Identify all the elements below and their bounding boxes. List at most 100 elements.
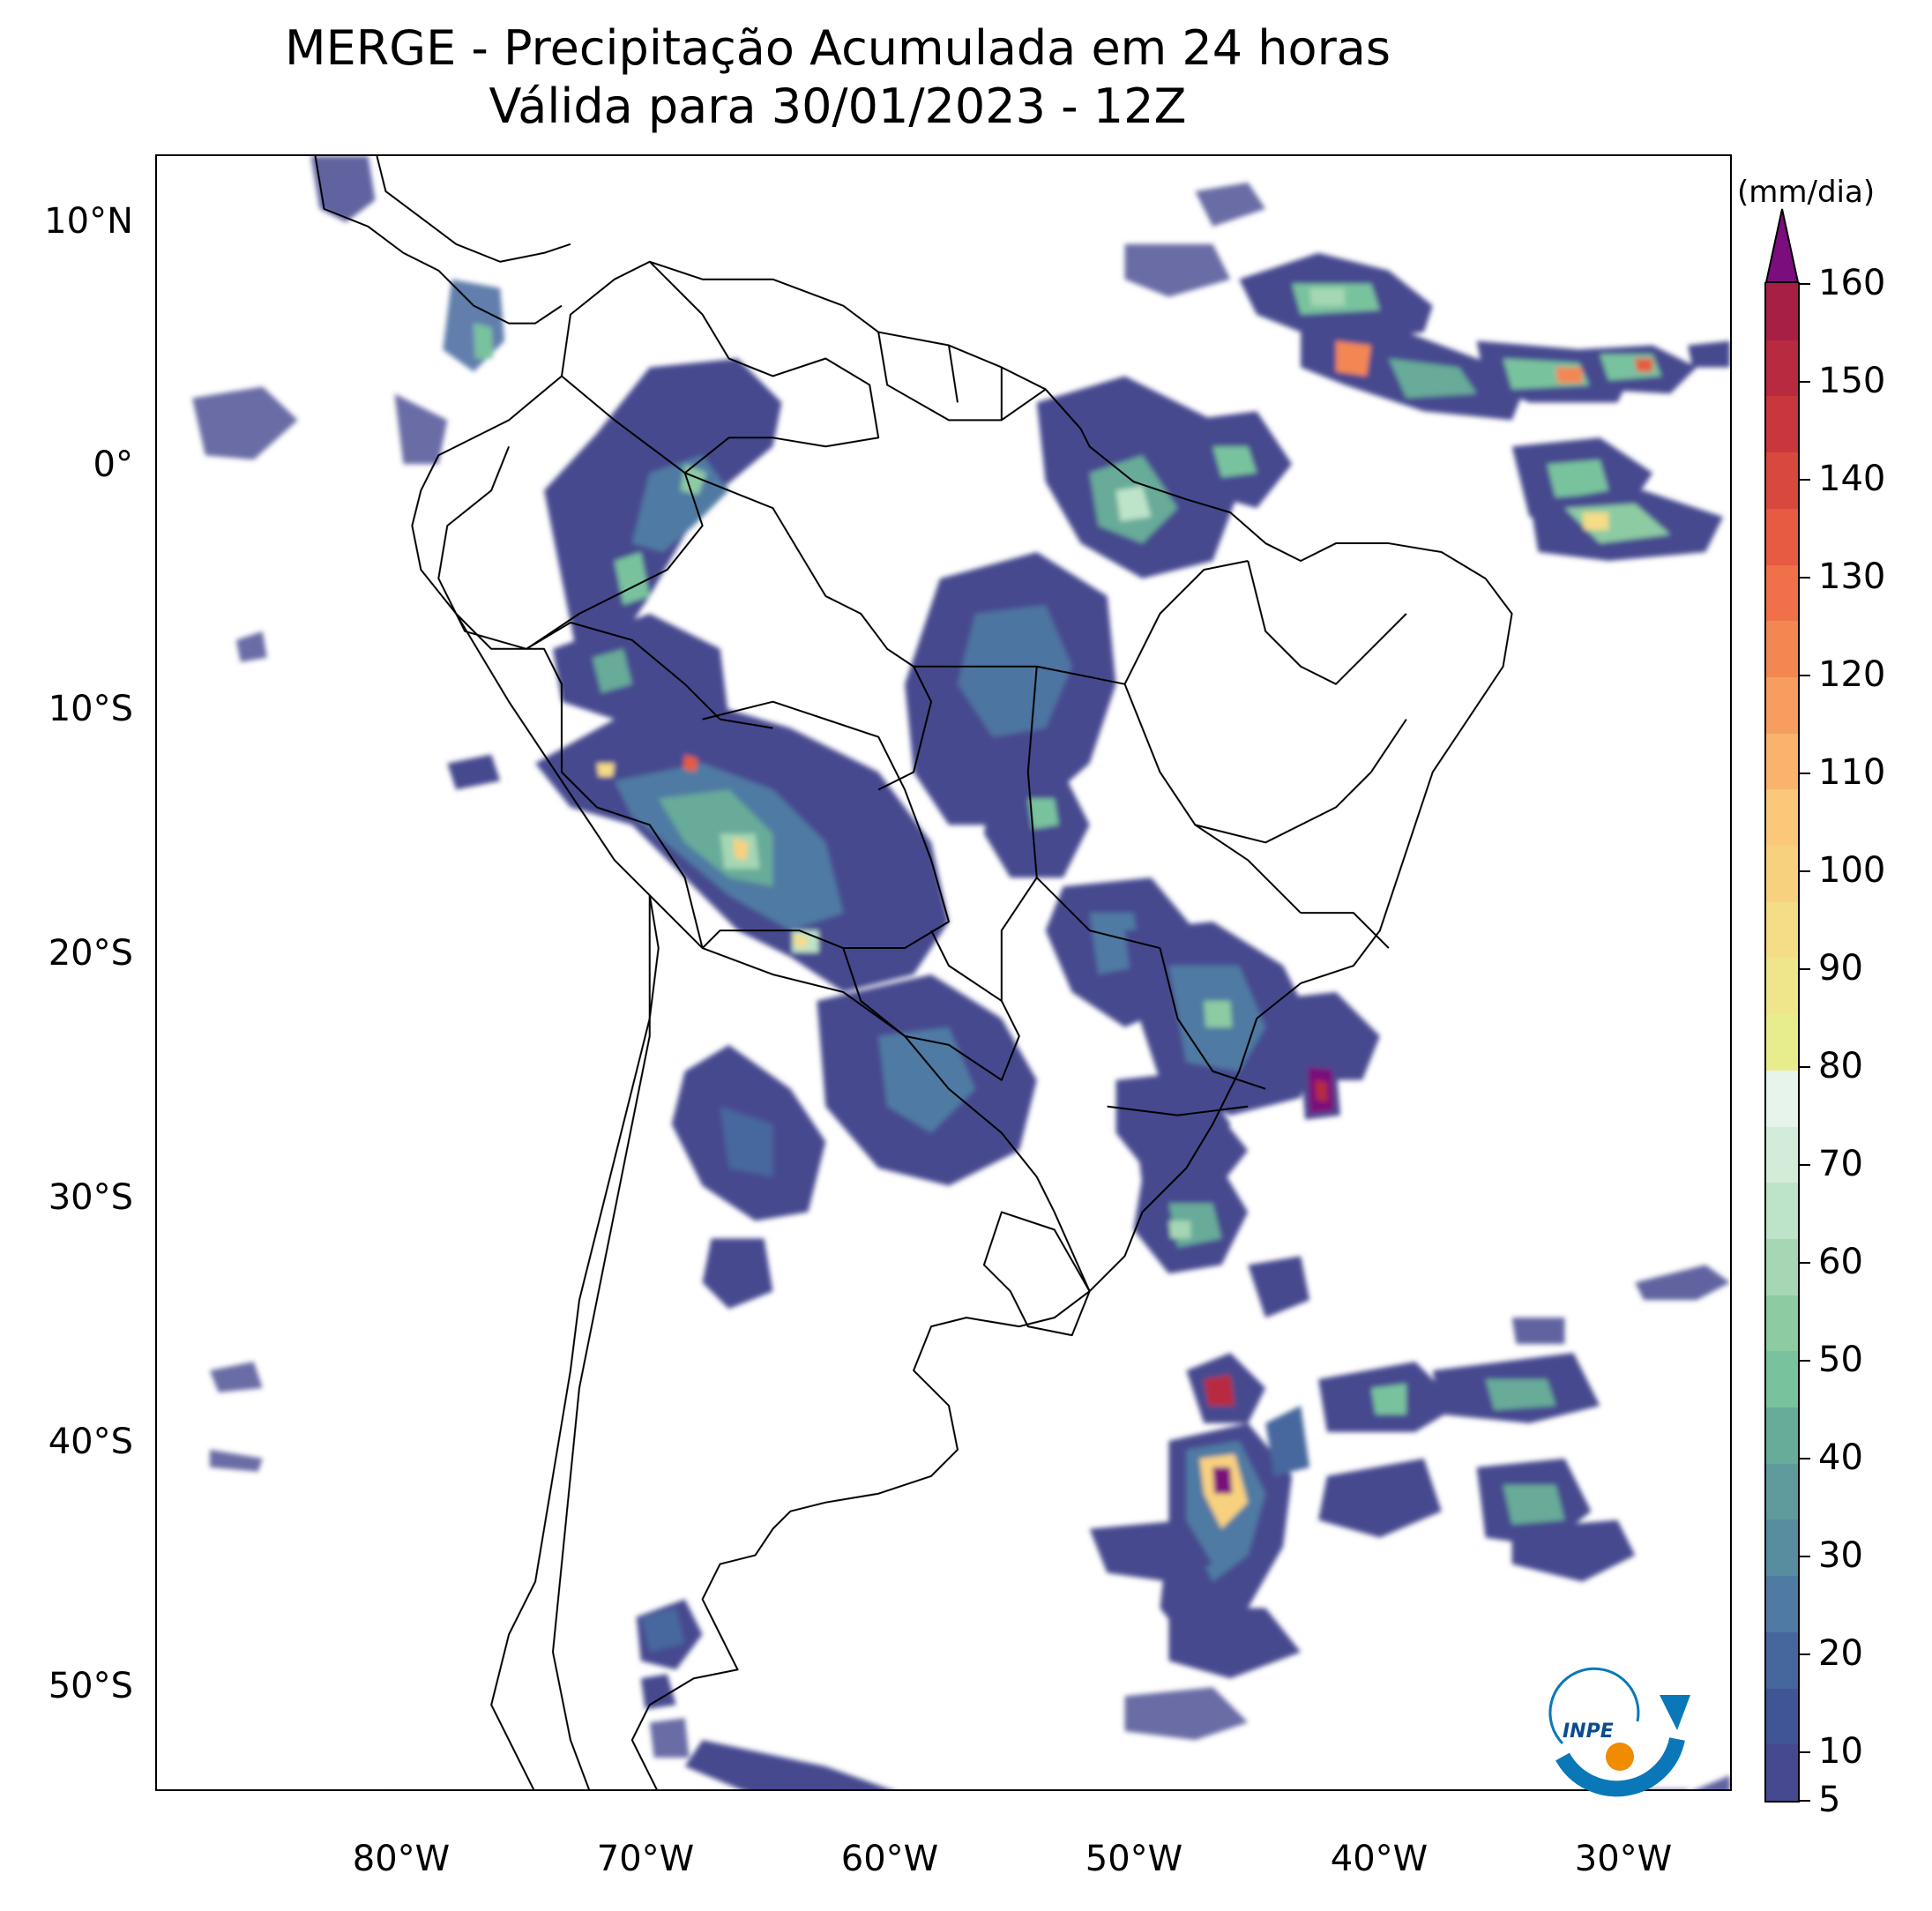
colorbar-tick <box>1800 1457 1810 1459</box>
colorbar-tick-label: 80 <box>1818 1045 1863 1086</box>
colorbar-tick-label: 50 <box>1818 1339 1863 1380</box>
border-guianas <box>877 332 1047 422</box>
colorbar-tick-label: 140 <box>1818 458 1886 499</box>
colorbar-segment <box>1766 508 1798 565</box>
lon-label: 80°W <box>352 1839 451 1879</box>
colorbar-segment <box>1766 1463 1798 1520</box>
colorbar-segment <box>1766 733 1798 790</box>
colorbar-tick <box>1800 1751 1810 1753</box>
colorbar-tick-label: 10 <box>1818 1730 1863 1772</box>
colorbar-segment <box>1766 1013 1798 1071</box>
colorbar-tick <box>1800 283 1810 285</box>
colorbar-tick <box>1800 674 1810 676</box>
brazil-state-borders <box>914 560 1407 1116</box>
colorbar-segment <box>1766 1295 1798 1352</box>
precipitation-map <box>191 156 1730 1789</box>
coastlines-borders <box>314 156 1513 1789</box>
colorbar-segment <box>1766 1350 1798 1408</box>
colorbar-tick <box>1800 1800 1810 1802</box>
colorbar-segment <box>1766 1070 1798 1127</box>
colorbar-segment <box>1766 1125 1798 1183</box>
precipitation-field <box>191 156 1730 1789</box>
colorbar-segment <box>1766 845 1798 902</box>
colorbar-extend-arrow <box>1764 208 1800 283</box>
colorbar-unit: (mm/dia) <box>1737 175 1876 210</box>
colorbar-tick <box>1800 1261 1810 1264</box>
colorbar-tick-label: 20 <box>1818 1632 1863 1674</box>
colorbar-tick <box>1800 870 1810 872</box>
south-america-coastline <box>411 260 1513 1789</box>
lon-label: 60°W <box>840 1839 939 1879</box>
colorbar-tick <box>1800 967 1810 970</box>
lat-label: 50°S <box>48 1666 133 1706</box>
central-america-coastline <box>314 156 563 325</box>
central-america-coastline-north <box>376 156 571 263</box>
lat-label: 30°S <box>48 1177 133 1218</box>
colorbar-tick <box>1800 1359 1810 1362</box>
colorbar-tick-label: 90 <box>1818 947 1863 989</box>
colorbar-tick-label: 130 <box>1818 556 1886 597</box>
border-peru <box>455 613 773 949</box>
lat-label: 40°S <box>48 1422 133 1462</box>
colorbar-tick-label: 160 <box>1818 263 1886 303</box>
lon-label: 30°W <box>1574 1839 1673 1879</box>
inpe-logo-text: INPE <box>1563 1721 1614 1743</box>
lon-label: 70°W <box>596 1839 695 1879</box>
colorbar-segment <box>1766 395 1798 453</box>
border-brazil-west <box>684 472 933 791</box>
border-bolivia <box>701 700 950 950</box>
colorbar-tick <box>1800 380 1810 383</box>
colorbar-segment <box>1766 788 1798 847</box>
colorbar-tick <box>1800 1163 1810 1166</box>
colorbar-tick-label: 30 <box>1818 1534 1863 1576</box>
colorbar-segment <box>1766 1407 1798 1464</box>
lat-label: 10°N <box>44 201 133 242</box>
colorbar-segment <box>1766 1743 1798 1801</box>
lon-label: 50°W <box>1085 1839 1183 1879</box>
colorbar-tick-label: 40 <box>1818 1437 1863 1478</box>
colorbar-tick <box>1800 1555 1810 1557</box>
title-line-2: Válida para 30/01/2023 - 12Z <box>489 78 1187 134</box>
colorbar-segment <box>1766 452 1798 509</box>
border-venezuela <box>649 261 880 474</box>
border-colombia <box>437 375 704 650</box>
colorbar <box>1764 282 1800 1803</box>
border-chile-argentina <box>551 895 651 1789</box>
colorbar-segment <box>1766 1238 1798 1295</box>
colorbar-tick-label: 70 <box>1818 1143 1863 1184</box>
colorbar-tick-label: 120 <box>1818 653 1886 695</box>
colorbar-segment <box>1766 1182 1798 1239</box>
lat-label: 20°S <box>48 933 133 974</box>
border-uruguay <box>982 1211 1091 1337</box>
colorbar-segment <box>1766 283 1798 340</box>
colorbar-tick <box>1800 478 1810 481</box>
colorbar-tick <box>1800 1653 1810 1655</box>
border-argentina-north <box>649 894 1091 1292</box>
border-paraguay <box>842 929 1020 1081</box>
colorbar-tick <box>1800 772 1810 774</box>
colorbar-tick-label: 5 <box>1818 1780 1841 1820</box>
title-line-1: MERGE - Precipitação Acumulada em 24 hor… <box>285 20 1391 76</box>
colorbar-segment <box>1766 564 1798 622</box>
lat-label: 10°S <box>48 689 133 729</box>
colorbar-segment <box>1766 340 1798 397</box>
colorbar-segment <box>1766 676 1798 734</box>
lon-label: 40°W <box>1330 1839 1428 1879</box>
colorbar-tick-label: 110 <box>1818 751 1886 793</box>
map-title: MERGE - Precipitação Acumulada em 24 hor… <box>0 19 1675 136</box>
colorbar-tick-label: 60 <box>1818 1241 1863 1282</box>
colorbar-segment <box>1766 1631 1798 1689</box>
colorbar-tick-label: 150 <box>1818 360 1886 401</box>
colorbar-segment <box>1766 957 1798 1015</box>
colorbar-segment <box>1766 1688 1798 1745</box>
inpe-logo: INPE <box>1548 1667 1690 1797</box>
colorbar-segment <box>1766 620 1798 677</box>
colorbar-segment <box>1766 1575 1798 1632</box>
colorbar-tick <box>1800 1065 1810 1068</box>
colorbar-tick <box>1800 576 1810 579</box>
lat-label: 0° <box>93 444 133 485</box>
colorbar-segment <box>1766 901 1798 959</box>
colorbar-segment <box>1766 1519 1798 1577</box>
map-panel <box>155 154 1732 1791</box>
colorbar-tick-label: 100 <box>1818 849 1886 891</box>
